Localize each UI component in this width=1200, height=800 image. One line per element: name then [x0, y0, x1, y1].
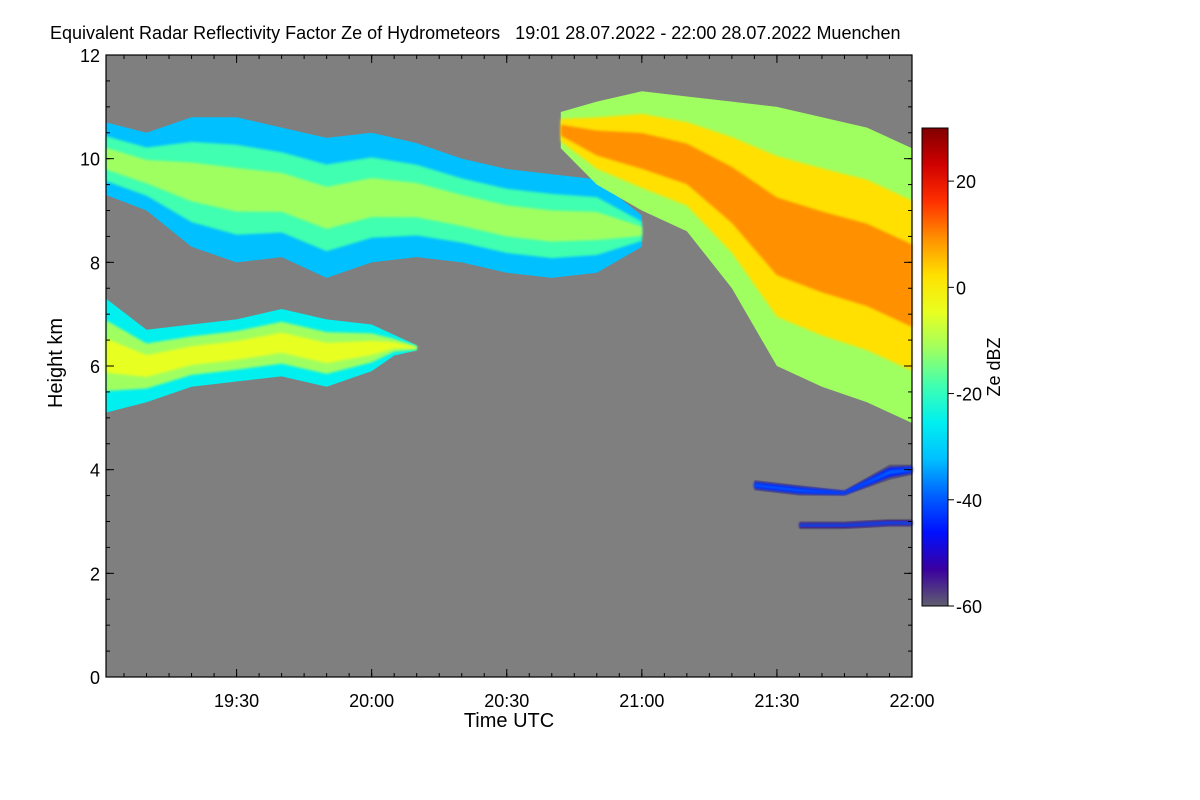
x-axis-ticks: 19:30 20:00 20:30 21:00 21:30 22:00	[123, 55, 935, 711]
colorbar-tick-label: -60	[956, 597, 982, 617]
colorbar-tick-label: -20	[956, 385, 982, 405]
colorbar	[921, 127, 949, 607]
x-tick-label: 22:00	[889, 691, 934, 711]
cloud-layers	[106, 91, 912, 530]
x-tick-label: 20:00	[349, 691, 394, 711]
colorbar-tick-label: -40	[956, 491, 982, 511]
chart-title: Equivalent Radar Reflectivity Factor Ze …	[50, 23, 901, 43]
cloud-layer-core	[106, 332, 417, 377]
x-tick-label: 20:30	[484, 691, 529, 711]
x-tick-label: 21:00	[619, 691, 664, 711]
cloud-layer-core	[799, 521, 912, 527]
colorbar-tick-label: 20	[956, 172, 976, 192]
x-axis-label: Time UTC	[464, 710, 554, 732]
y-axis-ticks: 0 2 4 6 8 10 12	[80, 46, 912, 688]
cloud-layer-mid	[560, 113, 912, 371]
y-tick-label: 4	[90, 461, 100, 481]
colorbar-ticks: 20 0 -20 -40 -60	[948, 172, 982, 617]
y-tick-label: 0	[90, 668, 100, 688]
cloud-layer-core	[754, 468, 912, 494]
y-tick-label: 6	[90, 357, 100, 377]
cloud-layer-core	[106, 147, 642, 242]
colorbar-tick-label: 0	[956, 278, 966, 298]
y-tick-label: 8	[90, 253, 100, 273]
cloud-layer-mid	[754, 466, 912, 495]
y-tick-label: 2	[90, 564, 100, 584]
y-tick-label: 10	[80, 150, 100, 170]
cloud-layer-core	[560, 124, 912, 327]
x-tick-label: 19:30	[214, 691, 259, 711]
x-tick-label: 21:30	[754, 691, 799, 711]
y-axis-label: Height km	[45, 318, 67, 408]
y-tick-label: 12	[80, 46, 100, 66]
colorbar-label: Ze dBZ	[984, 337, 1004, 396]
